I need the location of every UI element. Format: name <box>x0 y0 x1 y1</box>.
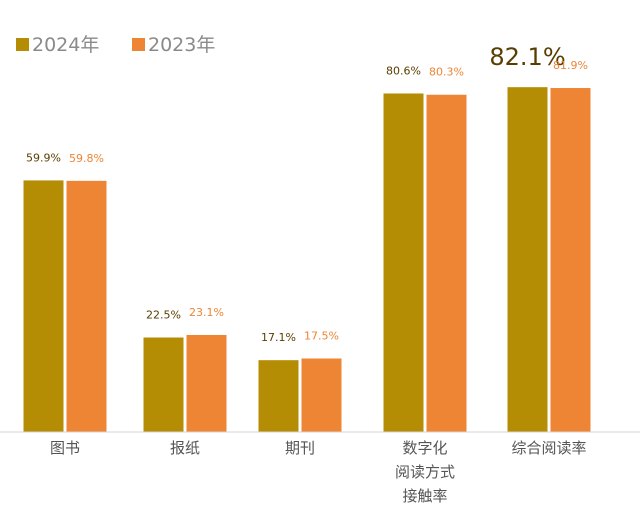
category-label-2: 期刊 <box>285 439 315 457</box>
category-label-4: 综合阅读率 <box>511 439 586 457</box>
value-label-0-0: 59.9% <box>26 151 61 164</box>
bar-0-1 <box>66 180 107 432</box>
category-label-3: 数字化阅读方式接触率 <box>395 439 455 505</box>
category-label-1: 报纸 <box>170 439 200 457</box>
bar-1-1 <box>186 334 227 432</box>
value-label-2-1: 17.5% <box>304 330 339 343</box>
value-label-1-0: 22.5% <box>146 309 181 322</box>
value-label-2-0: 17.1% <box>261 331 296 344</box>
bar-2-1 <box>301 358 342 432</box>
bar-0-0 <box>23 180 64 432</box>
category-label-0: 图书 <box>50 439 80 457</box>
legend-label-0: 2024年 <box>32 34 99 56</box>
value-label-3-0: 80.6% <box>386 64 421 77</box>
bar-4-0 <box>507 87 548 433</box>
value-label-4-0: 82.1% <box>489 43 565 71</box>
category-labels-group: 图书 报纸 期刊 数字化阅读方式接触率 综合阅读率 <box>50 439 587 505</box>
value-label-4-1: 81.9% <box>553 59 588 72</box>
value-label-1-1: 23.1% <box>189 306 224 319</box>
legend-label-1: 2023年 <box>148 34 215 56</box>
bar-3-1 <box>426 94 467 433</box>
value-labels-group: 59.9% 59.8% 22.5% 23.1% 17.1% 17.5% 80.6% 80.3%… <box>26 43 588 344</box>
bar-1-0 <box>143 337 184 432</box>
bar-4-1 <box>550 88 591 433</box>
bars-group <box>23 87 591 433</box>
legend-swatch-0 <box>16 38 29 51</box>
bar-2-0 <box>258 360 299 432</box>
value-label-0-1: 59.8% <box>69 152 104 165</box>
legend: 2024年 2023年 <box>16 34 215 56</box>
legend-swatch-1 <box>132 38 145 51</box>
bar-3-0 <box>383 93 424 432</box>
value-label-3-1: 80.3% <box>429 66 464 79</box>
